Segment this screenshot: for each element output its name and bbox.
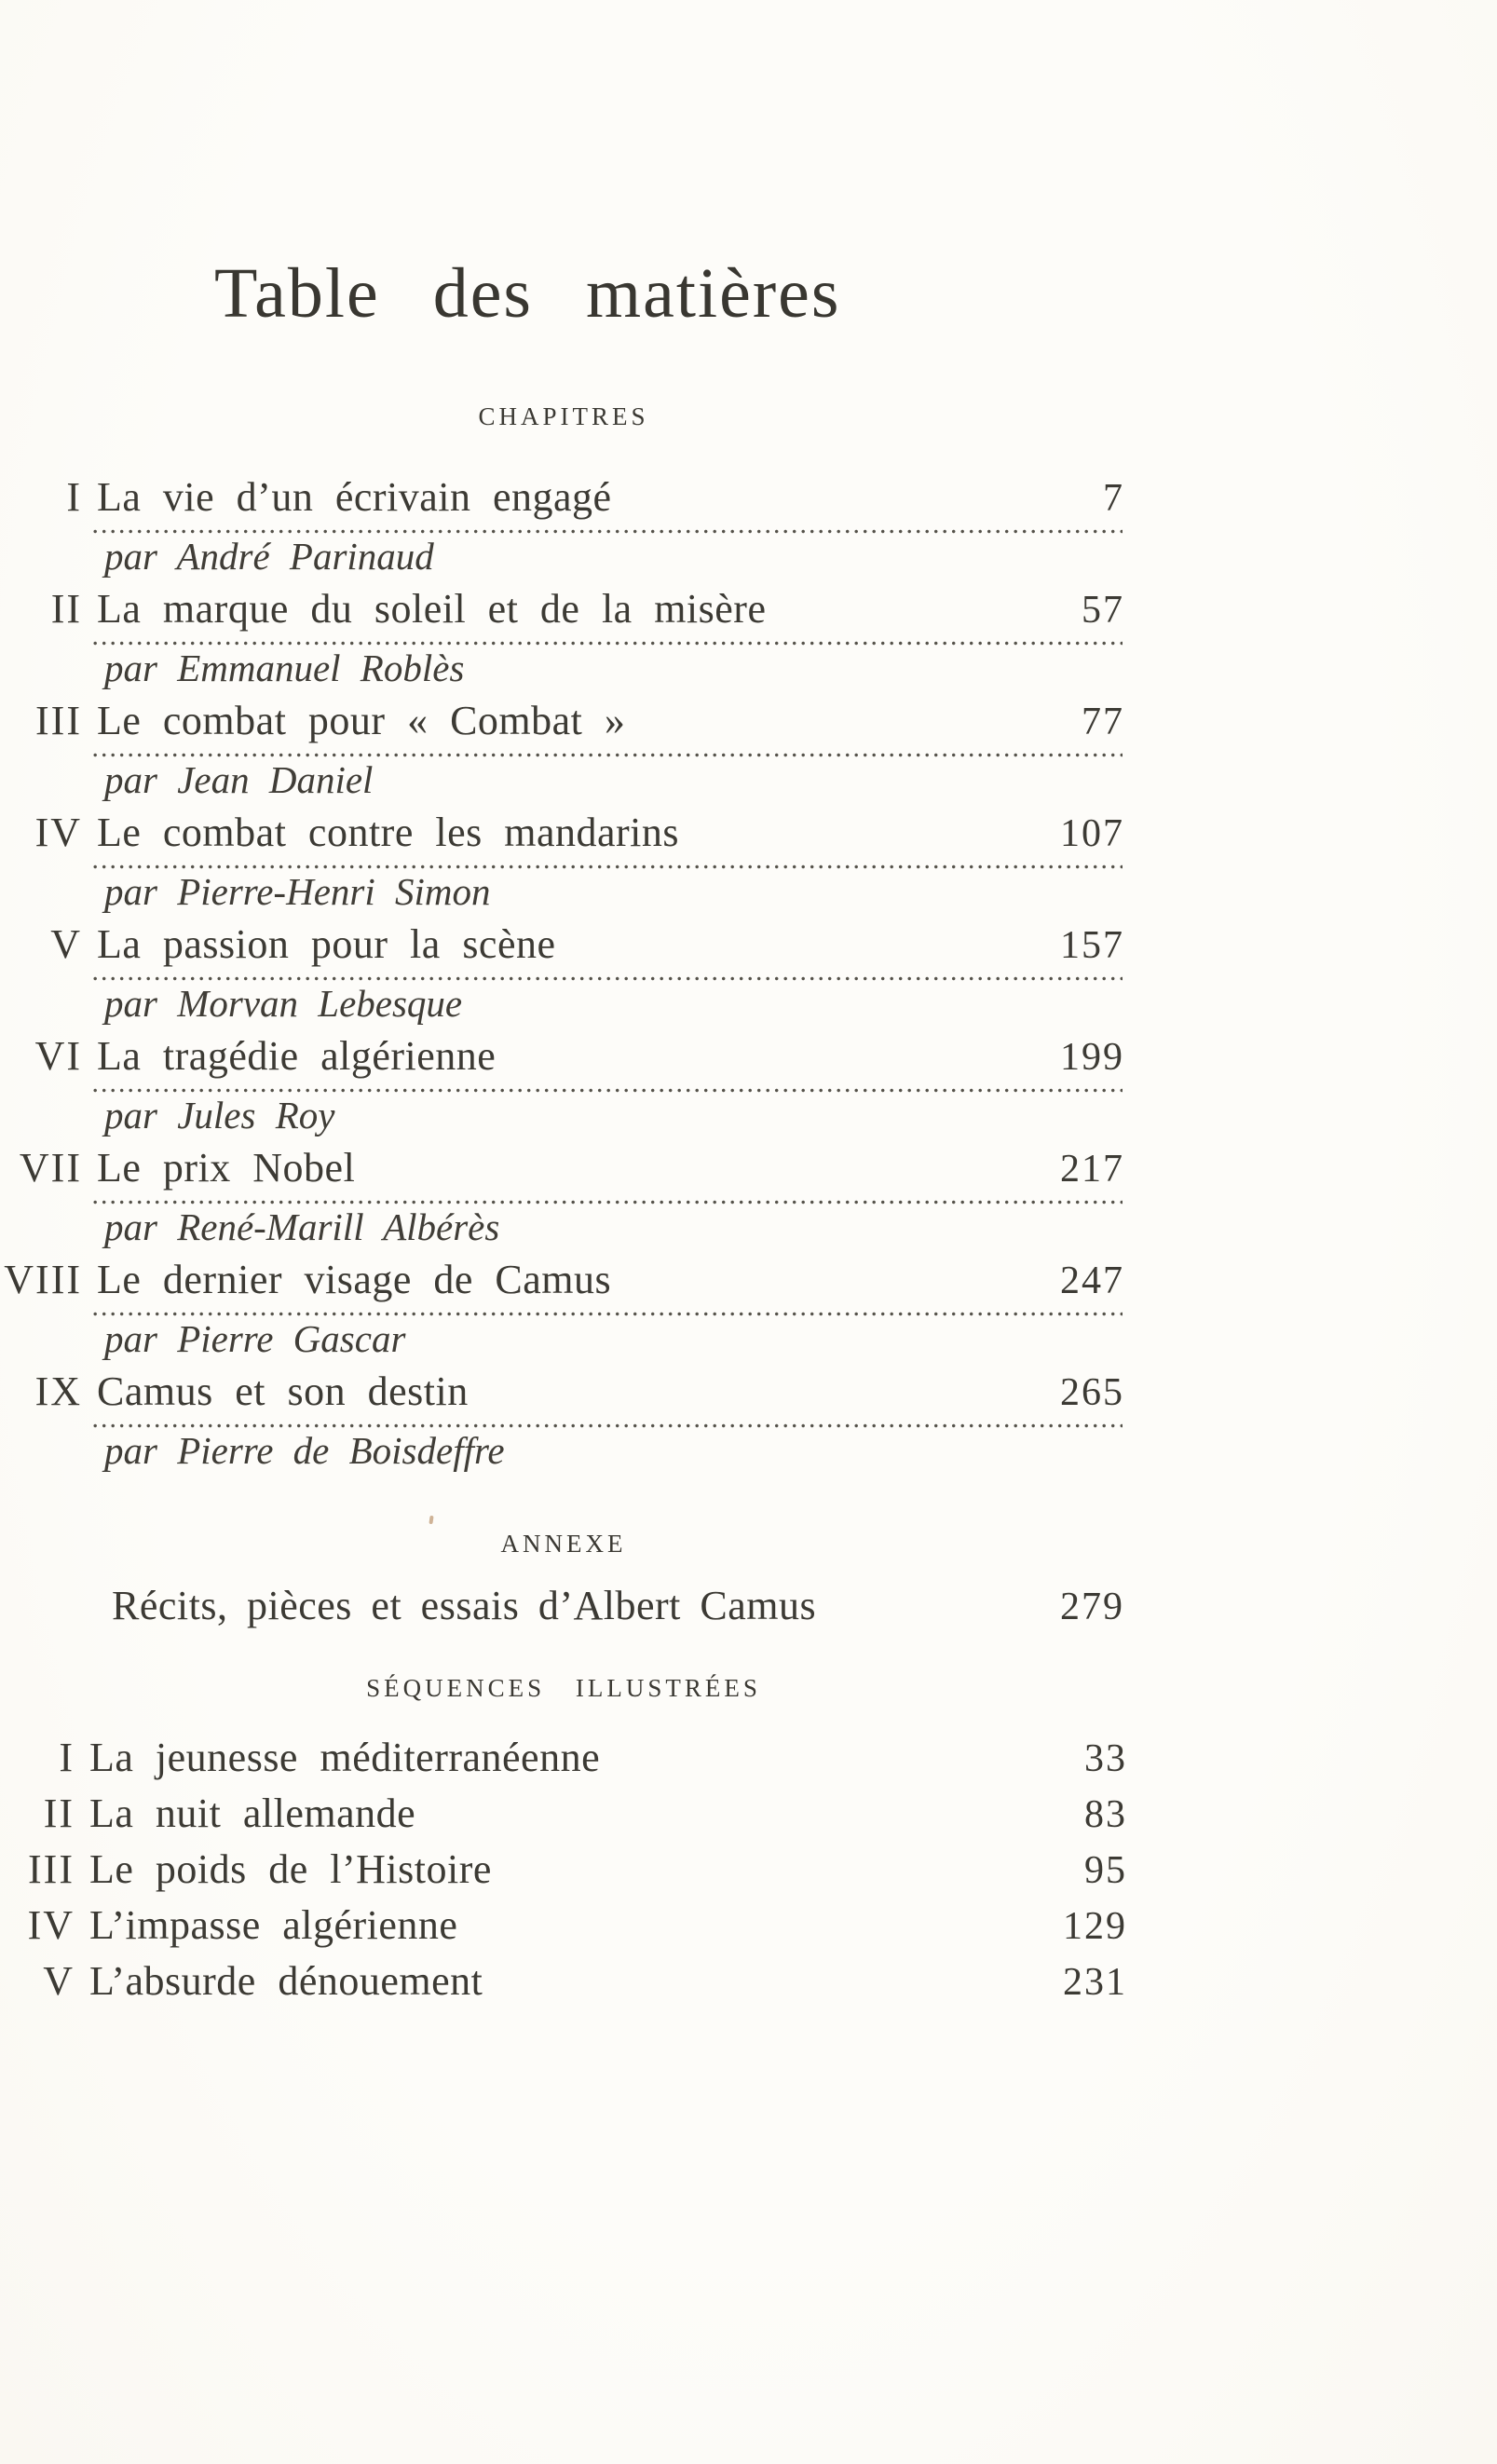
entry-author: par Pierre de Boisdeffre <box>104 1429 505 1472</box>
entry-page-number: 83 <box>1084 1793 1127 1836</box>
entry-page-number: 231 <box>1063 1961 1127 2004</box>
entry-title: La jeunesse méditerranéenne <box>89 1735 601 1780</box>
entry-numeral: IV <box>27 1902 75 1948</box>
entry-page-number: 7 <box>1103 477 1124 520</box>
entry-numeral: VIII <box>4 1257 82 1302</box>
entry-author: par Jules Roy <box>104 1094 335 1137</box>
entry-page-number: 247 <box>1060 1259 1124 1302</box>
entry-page-number: 77 <box>1082 701 1124 743</box>
entry-author: par André Parinaud <box>104 535 434 578</box>
entry-author: par Pierre Gascar <box>104 1317 406 1360</box>
toc-entry: III Le combat pour « Combat » 77 par Jea… <box>0 687 1124 801</box>
entry-title: La vie d’un écrivain engagé <box>97 474 612 520</box>
section-heading-sequences: SÉQUENCES ILLUSTRÉES <box>366 1674 761 1702</box>
entry-title: La marque du soleil et de la misère <box>97 586 767 632</box>
dotted-leader <box>93 1423 1123 1428</box>
toc-entry: I La jeunesse méditerranéenne 33 <box>0 1731 1127 1787</box>
entry-title: La passion pour la scène <box>97 921 556 967</box>
toc-entry: IX Camus et son destin 265 par Pierre de… <box>0 1358 1124 1472</box>
entry-author: par Jean Daniel <box>104 758 374 801</box>
toc-entry: V La passion pour la scène 157 par Morva… <box>0 911 1124 1025</box>
entry-author: par René-Marill Albérès <box>104 1205 500 1248</box>
entry-numeral: I <box>66 474 82 520</box>
toc-entry: Récits, pièces et essais d’Albert Camus … <box>0 1578 1124 1635</box>
chapitres-list: I La vie d’un écrivain engagé 7 par Andr… <box>0 464 1124 1472</box>
toc-entry: III Le poids de l’Histoire 95 <box>0 1843 1127 1899</box>
section-heading-chapitres: CHAPITRES <box>478 402 649 430</box>
toc-entry: II La marque du soleil et de la misère 5… <box>0 576 1124 689</box>
entry-numeral: IV <box>34 810 82 855</box>
toc-entry: V L’absurde dénouement 231 <box>0 1954 1127 2010</box>
dotted-leader <box>93 1200 1123 1205</box>
toc-entry: IV Le combat contre les mandarins 107 pa… <box>0 799 1124 913</box>
entry-page-number: 265 <box>1060 1371 1124 1414</box>
dotted-leader <box>93 529 1123 534</box>
dotted-leader <box>93 864 1123 869</box>
entry-page-number: 33 <box>1084 1737 1127 1780</box>
entry-page-number: 95 <box>1084 1849 1127 1892</box>
entry-page-number: 129 <box>1063 1905 1127 1948</box>
entry-author: par Pierre-Henri Simon <box>104 870 491 913</box>
page-title: Table des matières <box>214 254 841 333</box>
entry-title: Le combat contre les mandarins <box>97 810 680 855</box>
toc-entry: II La nuit allemande 83 <box>0 1787 1127 1843</box>
scan-speck <box>429 1515 434 1525</box>
dotted-leader <box>93 641 1123 646</box>
entry-page-number: 157 <box>1060 924 1124 967</box>
entry-page-number: 217 <box>1060 1148 1124 1191</box>
entry-page-number: 57 <box>1082 589 1124 632</box>
entry-title: L’impasse algérienne <box>89 1902 458 1948</box>
entry-title: Le poids de l’Histoire <box>89 1846 492 1892</box>
entry-author: par Emmanuel Roblès <box>104 647 465 689</box>
entry-page-number: 199 <box>1060 1036 1124 1079</box>
entry-numeral: II <box>50 586 82 632</box>
entry-numeral: VI <box>34 1033 82 1079</box>
entry-title: Récits, pièces et essais d’Albert Camus <box>112 1583 817 1628</box>
entry-numeral: V <box>43 1958 75 2004</box>
toc-entry: I La vie d’un écrivain engagé 7 par Andr… <box>0 464 1124 578</box>
toc-entry: IV L’impasse algérienne 129 <box>0 1899 1127 1954</box>
entry-page-number: 107 <box>1060 812 1124 855</box>
dotted-leader <box>93 976 1123 981</box>
entry-title: La nuit allemande <box>89 1790 416 1836</box>
entry-title: Camus et son destin <box>97 1368 469 1414</box>
entry-numeral: VII <box>19 1145 82 1191</box>
entry-title: La tragédie algérienne <box>97 1033 497 1079</box>
entry-title: Le combat pour « Combat » <box>97 698 626 743</box>
dotted-leader <box>93 753 1123 757</box>
entry-numeral: IX <box>34 1368 82 1414</box>
entry-title: Le prix Nobel <box>97 1145 356 1191</box>
toc-entry: VIII Le dernier visage de Camus 247 par … <box>0 1246 1124 1360</box>
entry-title: Le dernier visage de Camus <box>97 1257 612 1302</box>
toc-entry: VI La tragédie algérienne 199 par Jules … <box>0 1023 1124 1137</box>
entry-numeral: III <box>28 1846 75 1892</box>
section-heading-annexe: ANNEXE <box>500 1530 627 1558</box>
dotted-leader <box>93 1312 1123 1316</box>
entry-numeral: III <box>35 698 82 743</box>
entry-numeral: I <box>59 1735 75 1780</box>
dotted-leader <box>93 1088 1123 1093</box>
entry-numeral: II <box>43 1790 75 1836</box>
sequences-list: I La jeunesse méditerranéenne 33 II La n… <box>0 1731 1127 2010</box>
entry-title: L’absurde dénouement <box>89 1958 483 2004</box>
entry-page-number: 279 <box>1060 1586 1124 1628</box>
entry-numeral: V <box>50 921 82 967</box>
entry-author: par Morvan Lebesque <box>104 982 463 1025</box>
toc-entry: VII Le prix Nobel 217 par René-Marill Al… <box>0 1135 1124 1248</box>
